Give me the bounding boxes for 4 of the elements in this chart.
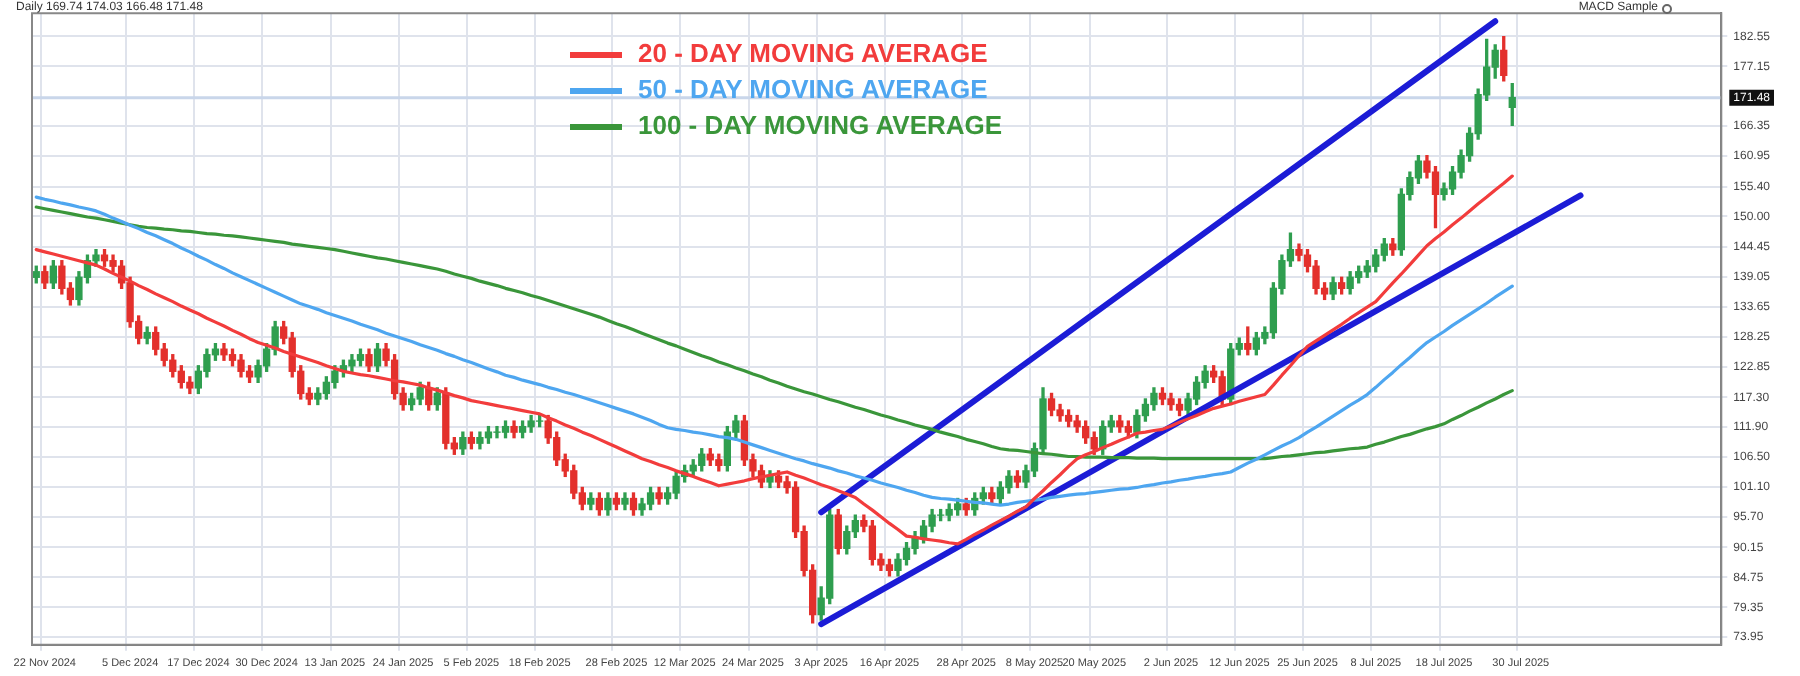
legend-label: 100 - DAY MOVING AVERAGE: [638, 108, 1003, 144]
legend-label: 20 - DAY MOVING AVERAGE: [638, 36, 988, 72]
legend-label: 50 - DAY MOVING AVERAGE: [638, 72, 988, 108]
candlestick: [493, 425, 501, 439]
